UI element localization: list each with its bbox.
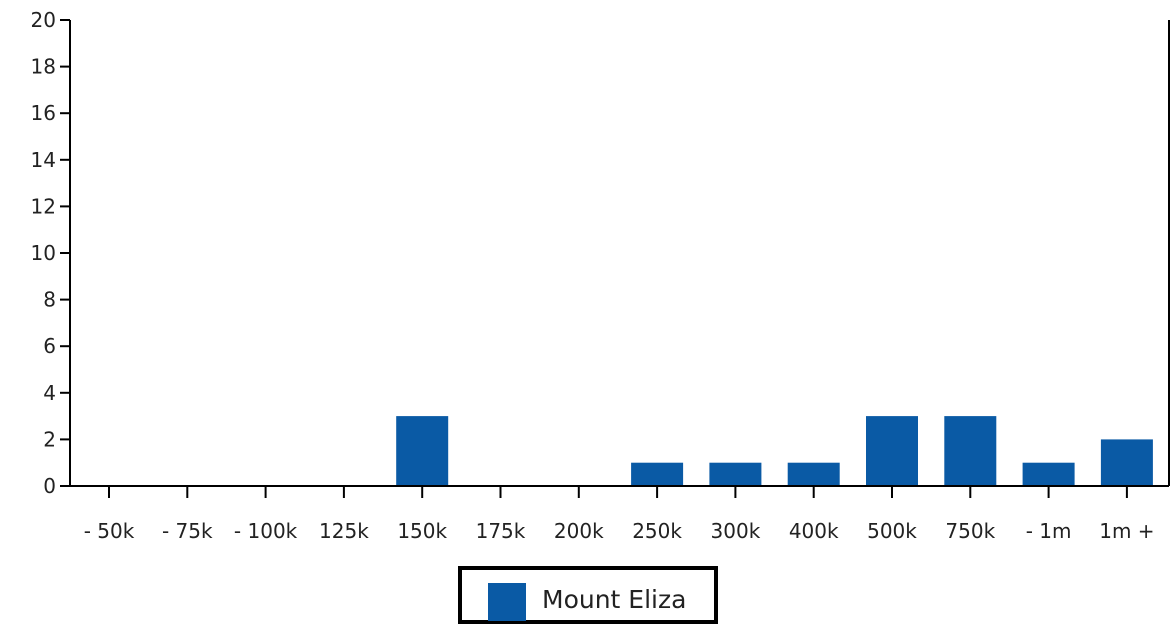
- x-tick-label: - 50k: [84, 519, 135, 543]
- bar: [787, 462, 840, 486]
- x-tick-label: - 75k: [162, 519, 213, 543]
- x-tick-label: 400k: [789, 519, 839, 543]
- bar: [866, 416, 918, 486]
- y-tick-label: 20: [31, 8, 56, 32]
- x-tick-label: 125k: [319, 519, 369, 543]
- x-tick-label: 750k: [945, 519, 995, 543]
- bar: [709, 462, 762, 486]
- y-tick-label: 2: [43, 427, 56, 451]
- x-tick-label: 150k: [397, 519, 447, 543]
- y-tick-label: 8: [43, 288, 56, 312]
- bar: [944, 416, 997, 486]
- x-tick-label: - 100k: [234, 519, 298, 543]
- y-tick-label: 6: [43, 334, 56, 358]
- legend-label: Mount Eliza: [542, 585, 687, 614]
- x-tick-label: 300k: [711, 519, 761, 543]
- y-tick-label: 16: [31, 101, 56, 125]
- y-tick-label: 14: [31, 148, 56, 172]
- x-tick-label: 250k: [632, 519, 682, 543]
- y-tick-label: 12: [31, 194, 56, 218]
- bar: [1100, 439, 1153, 486]
- x-tick-label: 500k: [867, 519, 917, 543]
- legend-swatch: [488, 583, 526, 621]
- x-tick-label: 200k: [554, 519, 604, 543]
- bars: [396, 416, 1153, 486]
- y-tick-label: 4: [43, 381, 56, 405]
- bar: [1022, 462, 1075, 486]
- bar: [631, 462, 684, 486]
- y-tick-label: 10: [31, 241, 56, 265]
- bar: [396, 416, 449, 486]
- x-tick-label: - 1m: [1026, 519, 1072, 543]
- x-tick-label: 175k: [476, 519, 526, 543]
- y-tick-label: 18: [31, 55, 56, 79]
- y-axis-ticks: 0 2 4 6 8 10 12 14 16 18 20: [31, 8, 70, 498]
- x-tick-label: 1m +: [1099, 519, 1154, 543]
- x-axis-ticks: - 50k - 75k - 100k 125k 150k 175k 200k 250k 300k…: [84, 486, 1155, 543]
- legend: Mount Eliza: [458, 566, 718, 624]
- y-tick-label: 0: [43, 474, 56, 498]
